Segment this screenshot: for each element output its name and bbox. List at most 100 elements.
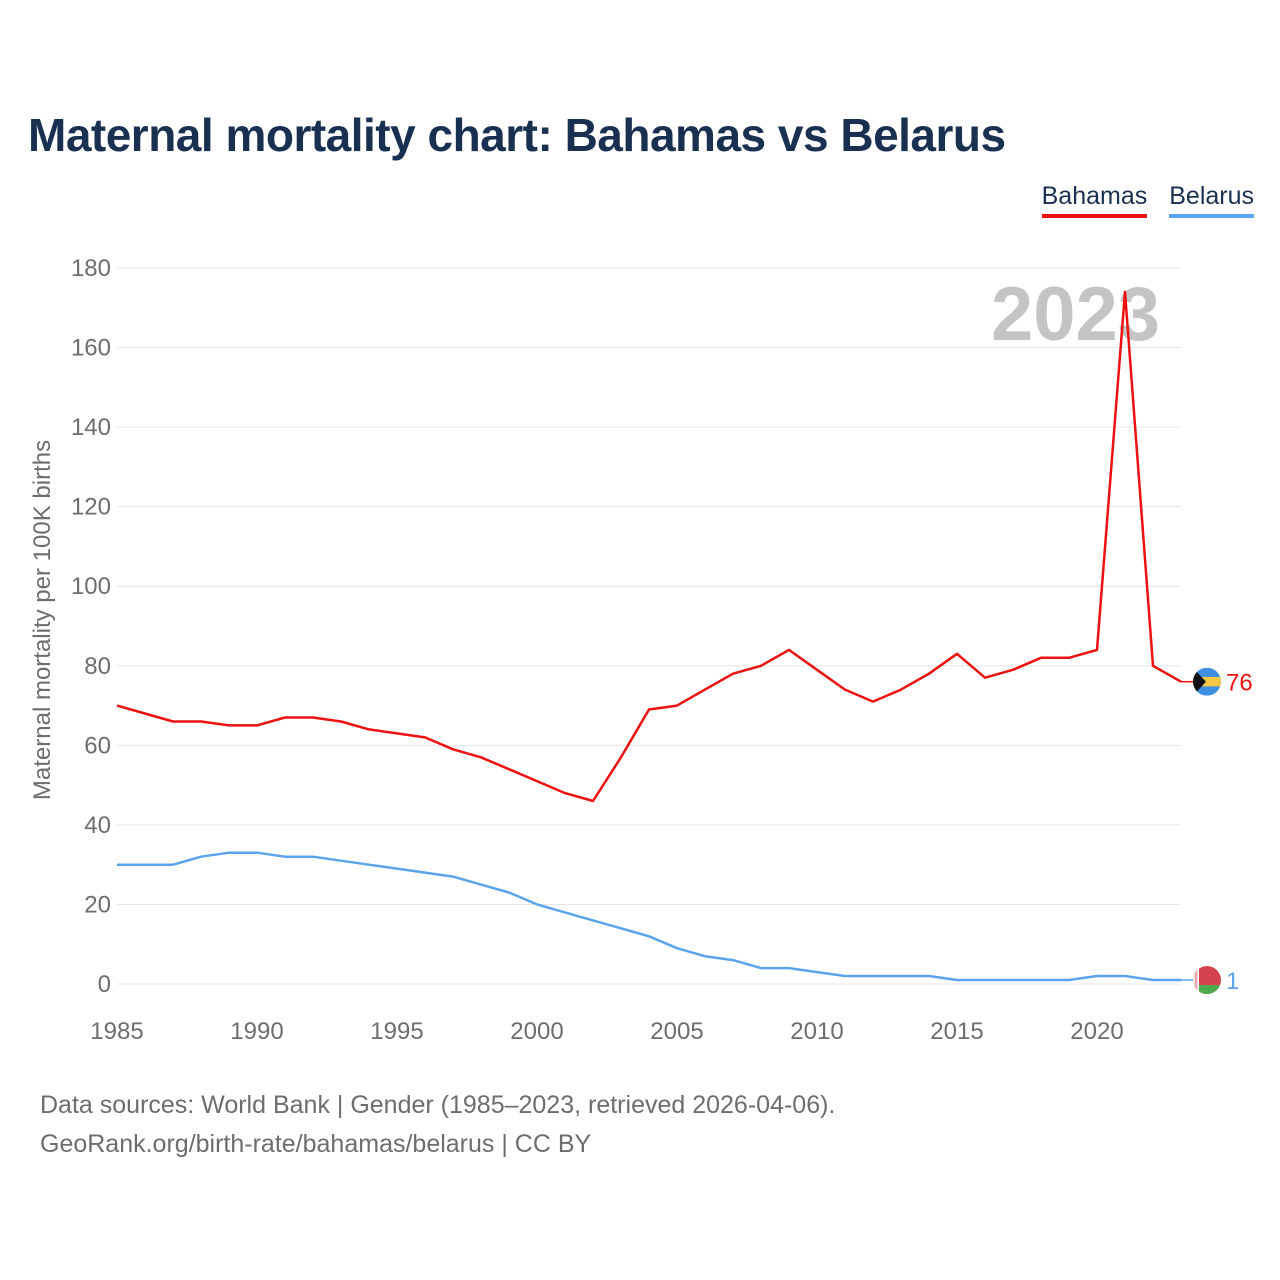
data-point-bahamas[interactable] bbox=[475, 751, 487, 763]
data-point-bahamas[interactable] bbox=[755, 660, 767, 672]
series bbox=[111, 286, 1182, 986]
data-point-bahamas[interactable] bbox=[447, 743, 459, 755]
data-point-belarus[interactable] bbox=[951, 974, 963, 986]
y-tick-label: 120 bbox=[71, 494, 111, 521]
data-point-belarus[interactable] bbox=[1091, 970, 1103, 982]
data-point-belarus[interactable] bbox=[447, 871, 459, 883]
data-point-bahamas[interactable] bbox=[951, 648, 963, 660]
data-point-bahamas[interactable] bbox=[419, 731, 431, 743]
data-point-belarus[interactable] bbox=[531, 898, 543, 910]
legend: Bahamas Belarus bbox=[1041, 182, 1254, 218]
data-point-belarus[interactable] bbox=[391, 863, 403, 875]
data-point-belarus[interactable] bbox=[223, 847, 235, 859]
data-point-belarus[interactable] bbox=[1063, 974, 1075, 986]
data-point-belarus[interactable] bbox=[699, 950, 711, 962]
data-point-belarus[interactable] bbox=[419, 867, 431, 879]
grid-lines bbox=[117, 267, 1181, 985]
data-point-belarus[interactable] bbox=[111, 859, 123, 871]
y-tick-label: 60 bbox=[84, 732, 111, 759]
data-point-belarus[interactable] bbox=[867, 970, 879, 982]
data-point-belarus[interactable] bbox=[167, 859, 179, 871]
data-point-belarus[interactable] bbox=[559, 906, 571, 918]
y-axis-label: Maternal mortality per 100K births bbox=[29, 440, 56, 800]
data-point-belarus[interactable] bbox=[139, 859, 151, 871]
data-point-bahamas[interactable] bbox=[1147, 660, 1159, 672]
data-point-bahamas[interactable] bbox=[923, 668, 935, 680]
data-point-bahamas[interactable] bbox=[643, 704, 655, 716]
data-point-bahamas[interactable] bbox=[1035, 652, 1047, 664]
x-tick-label: 2005 bbox=[650, 1018, 703, 1045]
x-tick-label: 2015 bbox=[930, 1018, 983, 1045]
data-point-belarus[interactable] bbox=[195, 851, 207, 863]
data-point-belarus[interactable] bbox=[783, 962, 795, 974]
data-point-bahamas[interactable] bbox=[559, 787, 571, 799]
legend-item-bahamas[interactable]: Bahamas bbox=[1041, 182, 1148, 218]
data-point-belarus[interactable] bbox=[895, 970, 907, 982]
chart-title: Maternal mortality chart: Bahamas vs Bel… bbox=[28, 109, 1006, 161]
data-point-belarus[interactable] bbox=[727, 954, 739, 966]
data-point-bahamas[interactable] bbox=[811, 664, 823, 676]
data-point-bahamas[interactable] bbox=[671, 700, 683, 712]
x-tick-label: 2000 bbox=[510, 1018, 563, 1045]
credit-text: GeoRank.org/birth-rate/bahamas/belarus |… bbox=[40, 1130, 592, 1158]
data-point-belarus[interactable] bbox=[979, 974, 991, 986]
data-point-belarus[interactable] bbox=[503, 887, 515, 899]
data-point-bahamas[interactable] bbox=[503, 763, 515, 775]
data-point-belarus[interactable] bbox=[335, 855, 347, 867]
data-point-bahamas[interactable] bbox=[783, 644, 795, 656]
data-point-bahamas[interactable] bbox=[895, 684, 907, 696]
data-point-bahamas[interactable] bbox=[111, 700, 123, 712]
data-point-bahamas[interactable] bbox=[867, 696, 879, 708]
data-point-bahamas[interactable] bbox=[1007, 664, 1019, 676]
data-point-belarus[interactable] bbox=[363, 859, 375, 871]
data-point-bahamas[interactable] bbox=[839, 684, 851, 696]
data-point-bahamas[interactable] bbox=[979, 672, 991, 684]
data-point-bahamas[interactable] bbox=[223, 719, 235, 731]
data-point-bahamas[interactable] bbox=[335, 715, 347, 727]
data-point-belarus[interactable] bbox=[671, 942, 683, 954]
data-point-bahamas[interactable] bbox=[531, 775, 543, 787]
end-value-label-bahamas: 76 bbox=[1226, 670, 1253, 697]
legend-item-belarus[interactable]: Belarus bbox=[1169, 182, 1254, 218]
y-tick-label: 20 bbox=[84, 891, 111, 918]
data-point-belarus[interactable] bbox=[307, 851, 319, 863]
data-point-belarus[interactable] bbox=[279, 851, 291, 863]
data-point-belarus[interactable] bbox=[1035, 974, 1047, 986]
data-point-belarus[interactable] bbox=[923, 970, 935, 982]
data-point-bahamas[interactable] bbox=[699, 684, 711, 696]
data-point-belarus[interactable] bbox=[1147, 974, 1159, 986]
data-point-bahamas[interactable] bbox=[1063, 652, 1075, 664]
data-point-bahamas[interactable] bbox=[1119, 286, 1131, 298]
data-point-belarus[interactable] bbox=[811, 966, 823, 978]
y-tick-label: 80 bbox=[84, 653, 111, 680]
data-point-bahamas[interactable] bbox=[139, 708, 151, 720]
data-point-bahamas[interactable] bbox=[587, 795, 599, 807]
data-point-bahamas[interactable] bbox=[1091, 644, 1103, 656]
data-point-belarus[interactable] bbox=[839, 970, 851, 982]
data-point-belarus[interactable] bbox=[1007, 974, 1019, 986]
end-markers: 76 1 bbox=[1181, 667, 1253, 995]
y-tick-label: 160 bbox=[71, 335, 111, 362]
data-point-bahamas[interactable] bbox=[727, 668, 739, 680]
data-point-belarus[interactable] bbox=[251, 847, 263, 859]
data-point-belarus[interactable] bbox=[475, 879, 487, 891]
data-point-bahamas[interactable] bbox=[307, 711, 319, 723]
data-point-bahamas[interactable] bbox=[279, 711, 291, 723]
data-point-bahamas[interactable] bbox=[615, 751, 627, 763]
data-point-belarus[interactable] bbox=[1119, 970, 1131, 982]
data-point-bahamas[interactable] bbox=[391, 727, 403, 739]
series-line-bahamas bbox=[116, 290, 1182, 803]
data-point-belarus[interactable] bbox=[615, 922, 627, 934]
data-source-text: Data sources: World Bank | Gender (1985–… bbox=[40, 1091, 836, 1119]
data-point-bahamas[interactable] bbox=[195, 715, 207, 727]
data-point-belarus[interactable] bbox=[755, 962, 767, 974]
y-tick-label: 100 bbox=[71, 573, 111, 600]
y-tick-label: 40 bbox=[84, 812, 111, 839]
data-point-belarus[interactable] bbox=[587, 914, 599, 926]
data-point-bahamas[interactable] bbox=[167, 715, 179, 727]
y-tick-label: 180 bbox=[71, 255, 111, 282]
data-point-bahamas[interactable] bbox=[363, 723, 375, 735]
data-point-bahamas[interactable] bbox=[251, 719, 263, 731]
data-point-belarus[interactable] bbox=[643, 930, 655, 942]
